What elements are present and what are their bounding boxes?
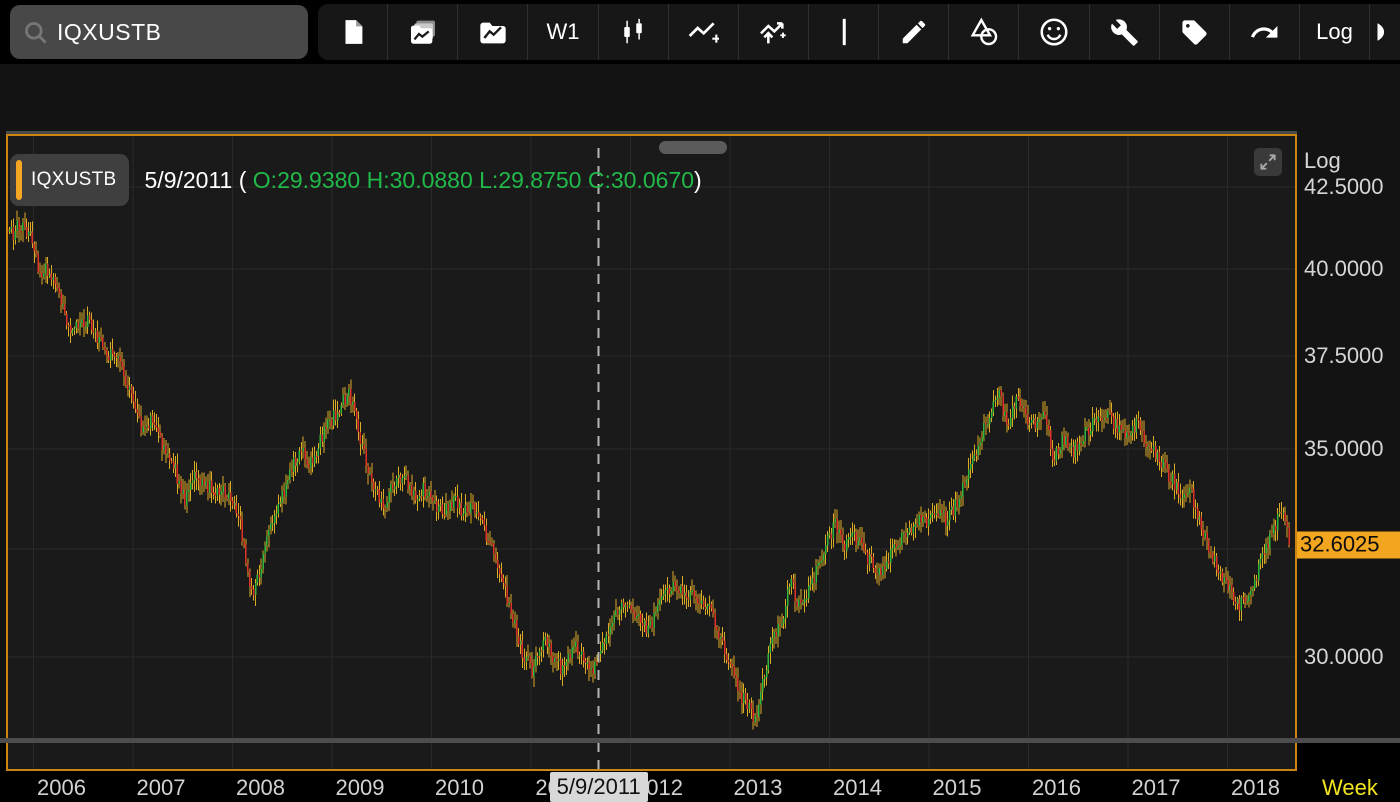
y-axis-scale-label[interactable]: Log — [1304, 148, 1341, 173]
vline-icon — [829, 17, 859, 47]
chart-legend: IQXUSTB 5/9/2011 ( O:29.9380 H:30.0880 L… — [10, 154, 702, 206]
chart-scrollbar-thumb[interactable] — [659, 141, 727, 154]
expand-chart-button[interactable] — [1254, 148, 1282, 176]
chart-area[interactable] — [6, 134, 1297, 771]
x-axis-tick: 2014 — [833, 775, 882, 800]
legend-paren-close: ) — [694, 166, 702, 193]
chart-templates-button[interactable] — [388, 4, 459, 60]
scale-mode-button[interactable]: Log — [1300, 4, 1371, 60]
tag-icon — [1180, 18, 1209, 47]
half-circle-icon — [1374, 17, 1396, 47]
more-button[interactable] — [1370, 4, 1400, 60]
line-tool-button[interactable] — [809, 4, 880, 60]
x-axis-tick: 2006 — [37, 775, 86, 800]
legend-paren-open: ( — [232, 166, 253, 193]
redo-button[interactable] — [1230, 4, 1300, 60]
chart-scrollbar-track[interactable] — [6, 131, 1297, 134]
bottom-system-bar — [0, 738, 1400, 743]
y-axis-tick: 40.0000 — [1304, 255, 1384, 281]
expand-icon — [1260, 154, 1276, 170]
redo-icon — [1249, 17, 1280, 48]
timeframe-label: W1 — [546, 19, 580, 44]
x-axis-tick: 2013 — [733, 775, 783, 800]
selected-date-badge: 5/9/2011 — [549, 772, 648, 802]
pencil-icon — [899, 17, 929, 47]
current-price-badge: 32.6025 — [1297, 531, 1400, 559]
line-plus-icon — [687, 16, 720, 48]
price-tag-button[interactable] — [1160, 4, 1230, 60]
y-axis-tick: 35.0000 — [1304, 436, 1384, 462]
legend-date: 5/9/2011 — [144, 166, 233, 193]
x-axis-tick: 2015 — [932, 775, 982, 800]
add-strategy-button[interactable] — [739, 4, 809, 60]
x-axis-tick: 2009 — [335, 775, 385, 800]
candles-icon — [618, 17, 648, 47]
open-chart-button[interactable] — [458, 4, 529, 60]
settings-button[interactable] — [1090, 4, 1160, 60]
x-axis-tick: 2018 — [1231, 775, 1280, 800]
y-axis-tick: 30.0000 — [1304, 644, 1384, 670]
wrench-icon — [1110, 18, 1139, 47]
legend-ohlc-values: O:29.9380 H:30.0880 L:29.8750 C:30.0670 — [252, 166, 694, 193]
arrows-plus-icon — [757, 16, 789, 48]
folders-icon — [407, 16, 439, 48]
x-axis-tick: 2007 — [136, 775, 186, 800]
legend-symbol: IQXUSTB — [31, 169, 117, 190]
scale-mode-label: Log — [1316, 19, 1353, 44]
shapes-icon — [968, 16, 1000, 48]
period-label[interactable]: Week — [1322, 775, 1378, 800]
y-axis-tick: 37.5000 — [1304, 343, 1384, 368]
add-indicator-button[interactable] — [669, 4, 739, 60]
smiley-icon — [1038, 16, 1070, 48]
x-axis-tick: 2016 — [1032, 775, 1081, 800]
symbol-chip[interactable]: IQXUSTB — [10, 154, 129, 206]
symbol-search-value: IQXUSTB — [57, 18, 162, 45]
x-axis-tick: 2008 — [236, 775, 285, 800]
emoji-button[interactable] — [1019, 4, 1090, 60]
chart-stage: IQXUSTB 5/9/2011 ( O:29.9380 H:30.0880 L… — [0, 64, 1400, 802]
shapes-button[interactable] — [949, 4, 1020, 60]
draw-button[interactable] — [879, 4, 950, 60]
symbol-chip-accent — [16, 160, 22, 200]
search-icon — [25, 21, 47, 44]
x-axis-tick: 2017 — [1131, 775, 1181, 800]
candlestick-chart-canvas[interactable] — [8, 136, 1295, 769]
x-axis-tick: 2010 — [435, 775, 484, 800]
timeframe-button[interactable]: W1 — [528, 4, 599, 60]
y-axis-tick: 42.5000 — [1304, 174, 1384, 199]
chart-type-button[interactable] — [599, 4, 669, 60]
symbol-search-input[interactable]: IQXUSTB — [10, 5, 308, 59]
toolbar: IQXUSTB W1 Log — [0, 0, 1400, 64]
page-icon — [338, 17, 368, 47]
folder-chart-icon — [477, 16, 509, 48]
new-chart-button[interactable] — [318, 4, 389, 60]
toolbar-button-strip: W1 Log — [318, 4, 1400, 60]
